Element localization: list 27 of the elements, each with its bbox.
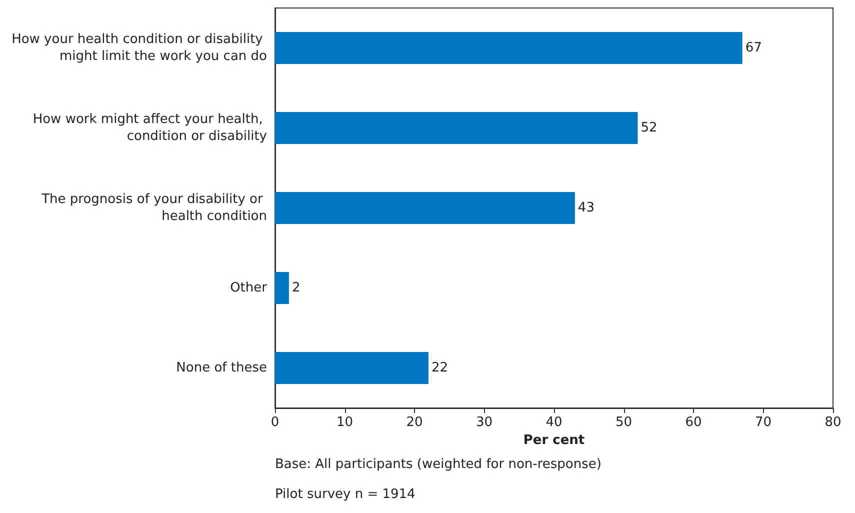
data-label: 67 — [745, 40, 762, 56]
x-tick-label: 40 — [546, 415, 562, 430]
data-label: 43 — [578, 200, 594, 216]
x-tick-label: 60 — [685, 415, 702, 430]
data-label: 2 — [292, 280, 300, 296]
x-tick-label: 50 — [615, 415, 632, 430]
x-tick-label: 0 — [270, 415, 280, 430]
x-tick-label: 70 — [754, 415, 772, 430]
y-tick-label: None of these — [176, 360, 267, 376]
bar — [275, 112, 638, 144]
x-tick-label: 10 — [336, 415, 354, 430]
y-tick-label: Other — [230, 280, 268, 296]
bar — [275, 272, 289, 304]
text: Pilot survey n = 1914 — [275, 487, 416, 502]
x-axis-title: Per cent — [523, 432, 585, 448]
bar — [275, 352, 428, 384]
bar — [275, 32, 742, 64]
y-tick-label: How your health condition or disability might limit the work you can do — [12, 32, 268, 64]
bar — [275, 192, 575, 224]
data-label: 52 — [640, 120, 658, 136]
x-tick-label: 80 — [824, 415, 842, 430]
x-tick-label: 30 — [476, 415, 493, 430]
data-label: 22 — [431, 360, 448, 376]
y-tick-label: How work might affect your health, condition or disability — [32, 112, 268, 144]
text: Base: All participants (weighted for non-response) — [275, 457, 602, 472]
y-tick-label: The prognosis of your disability or health condition — [40, 192, 267, 224]
x-tick-label: 20 — [406, 415, 423, 430]
